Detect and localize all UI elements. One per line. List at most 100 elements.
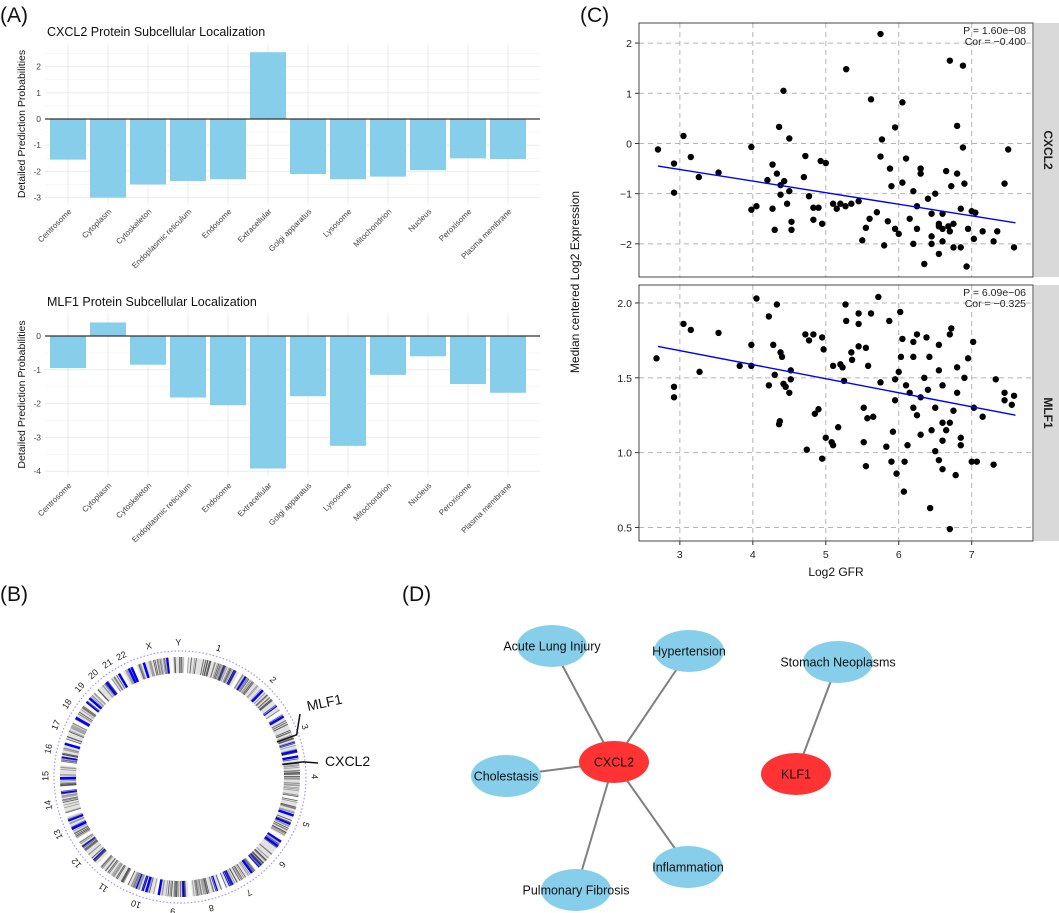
- cytoband: [76, 829, 91, 839]
- cytoband: [120, 867, 130, 882]
- cytoband: [193, 879, 197, 896]
- cytoband: [282, 758, 299, 762]
- chromosome-14: 14: [42, 788, 81, 814]
- node-ellipse: [653, 846, 723, 888]
- data-point: [843, 317, 850, 325]
- panel-label-d: (D): [402, 583, 431, 606]
- data-point: [969, 338, 977, 346]
- cytoband: [61, 793, 78, 798]
- data-point: [946, 525, 954, 533]
- cytoband: [283, 765, 300, 768]
- cytoband: [74, 825, 89, 835]
- chromosome-ideogram: [136, 657, 171, 681]
- cytoband: [91, 694, 105, 707]
- chromosome-11: 11: [97, 854, 132, 894]
- y-tick-label: 1: [36, 88, 41, 98]
- y-tick-label: -1: [33, 365, 41, 375]
- cytoband: [251, 851, 264, 864]
- cytoband: [200, 878, 205, 895]
- chromosome-label: 8: [208, 903, 215, 913]
- cytoband: [161, 879, 165, 896]
- data-point: [687, 326, 695, 334]
- cytoband: [65, 807, 81, 814]
- cytoband: [283, 784, 300, 787]
- cytoband: [269, 715, 285, 726]
- y-tick-label: 2: [626, 38, 632, 50]
- chromosome-19: 19: [73, 680, 107, 713]
- cytoband: [141, 875, 148, 892]
- cytoband: [184, 880, 186, 897]
- cytoband: [76, 716, 91, 725]
- cytoband: [201, 878, 206, 895]
- data-point: [957, 244, 964, 251]
- cytoband: [84, 840, 98, 851]
- data-point: [968, 458, 975, 465]
- node-label: CXCL2: [594, 756, 634, 770]
- data-point: [771, 226, 778, 234]
- y-tick-label: 1: [626, 88, 632, 100]
- data-point: [829, 362, 837, 370]
- cytoband: [71, 820, 87, 831]
- data-point: [889, 428, 897, 435]
- data-point: [901, 458, 908, 465]
- cytoband: [105, 858, 116, 872]
- cytoband: [283, 788, 300, 792]
- cytoband: [248, 854, 260, 868]
- cytoband: [233, 865, 243, 880]
- x-tick-label: 4: [750, 549, 756, 561]
- data-point: [910, 240, 917, 248]
- chromosome-1: 1: [186, 643, 240, 687]
- cytoband: [74, 827, 90, 836]
- data-point: [680, 320, 687, 328]
- cytoband: [279, 807, 295, 813]
- cytoband: [62, 753, 79, 758]
- x-category-label: Peroxisome: [437, 207, 474, 244]
- chromosome-3: 3: [268, 713, 310, 757]
- data-point: [948, 182, 955, 190]
- cytoband: [169, 880, 172, 897]
- cytoband: [235, 675, 247, 691]
- data-point: [843, 65, 850, 73]
- chromosome-ideogram: [247, 831, 283, 868]
- cytoband: [107, 680, 118, 695]
- cytoband: [75, 828, 90, 837]
- data-point: [810, 204, 817, 211]
- cytoband: [255, 694, 268, 706]
- data-point: [753, 203, 760, 210]
- data-point: [753, 295, 760, 302]
- cytoband: [277, 734, 293, 741]
- data-point: [928, 427, 935, 434]
- cytoband: [107, 859, 118, 874]
- cytoband: [195, 879, 199, 896]
- x-category-label: Cytoskeleton: [114, 207, 153, 246]
- data-point: [877, 379, 884, 386]
- cytoband: [279, 740, 295, 747]
- data-point: [822, 434, 829, 441]
- chromosome-label: 18: [60, 697, 74, 711]
- cytoband: [126, 669, 135, 684]
- cytoband: [113, 676, 123, 691]
- cytoband: [134, 873, 142, 889]
- cytoband: [257, 697, 271, 709]
- data-point: [855, 198, 862, 205]
- data-point: [964, 225, 972, 233]
- data-point: [921, 374, 928, 382]
- cytoband: [259, 700, 273, 711]
- cytoband: [81, 836, 96, 847]
- data-point: [990, 461, 997, 468]
- data-point: [654, 146, 662, 153]
- cytoband: [69, 816, 85, 824]
- cytoband: [60, 760, 77, 764]
- data-point: [815, 204, 822, 211]
- data-point: [810, 216, 817, 223]
- gene-label: MLF1: [305, 691, 344, 714]
- cytoband: [243, 682, 255, 696]
- cytoband: [213, 663, 220, 679]
- cytoband: [61, 791, 78, 795]
- cytoband: [266, 832, 282, 843]
- cytoband: [208, 876, 214, 893]
- cytoband: [123, 868, 132, 884]
- cytoband: [116, 674, 126, 689]
- data-point: [810, 331, 817, 338]
- cytoband: [247, 685, 259, 699]
